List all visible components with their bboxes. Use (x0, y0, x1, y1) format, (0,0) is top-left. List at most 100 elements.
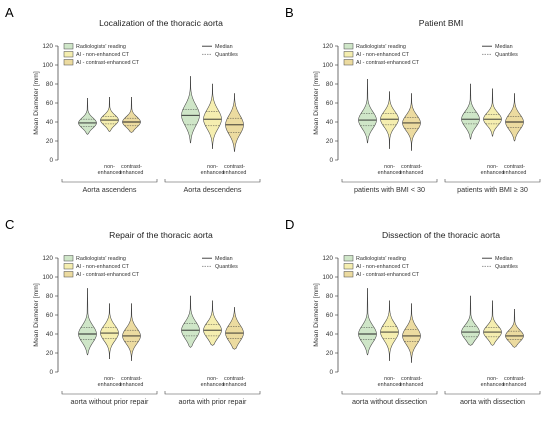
y-tick-label: 20 (326, 138, 334, 145)
legend-swatch (343, 59, 354, 66)
group-label: aorta with prior repair (179, 397, 248, 406)
group-label: aorta with dissection (460, 397, 525, 406)
group-bracket (164, 179, 261, 183)
sublabel-line: contrast- (401, 376, 422, 382)
sublabel-line: enhanced (223, 170, 247, 176)
y-tick-label: 80 (326, 81, 334, 88)
y-tick-label: 20 (326, 350, 334, 357)
group-bracket (61, 391, 158, 395)
y-tick-label: 120 (322, 255, 333, 262)
sublabel-line: enhanced (201, 382, 225, 388)
group-bracket (164, 391, 261, 395)
violin-body (181, 295, 200, 348)
y-tick-label: 20 (46, 138, 54, 145)
y-tick-label: 20 (46, 350, 54, 357)
sublabel-line: enhanced (400, 170, 424, 176)
violin-body (358, 78, 377, 144)
legend-label: Radiologists' reading (76, 44, 126, 50)
legend-line-label: Median (495, 44, 513, 50)
panel-letter: C (5, 217, 14, 232)
y-tick-label: 0 (329, 369, 333, 376)
violin-body (505, 93, 524, 142)
y-tick-label: 60 (326, 312, 334, 319)
violin-sublabel: contrast-enhanced (400, 164, 424, 176)
violin-sublabel: non-enhanced (98, 164, 122, 176)
legend-swatch (343, 255, 354, 262)
group-label: aorta without prior repair (71, 397, 150, 406)
violin-body (203, 300, 222, 346)
sublabel-line: contrast- (121, 376, 142, 382)
violin-body (78, 288, 97, 356)
panel-A: A Localization of the thoracic aorta 0 20 40… (5, 5, 261, 194)
violin-body (505, 309, 524, 348)
violin-sublabel: non-enhanced (98, 376, 122, 388)
violin-body (122, 97, 141, 133)
legend-swatch (343, 43, 354, 50)
y-tick-label: 40 (46, 119, 54, 126)
legend-line-label: Quantiles (215, 264, 238, 270)
legend-swatch (63, 263, 74, 270)
legend-label: AI - contrast-enhanced CT (76, 272, 140, 278)
y-tick-label: 0 (49, 369, 53, 376)
violin-sublabel: non-enhanced (378, 164, 402, 176)
violin-sublabel: non-enhanced (481, 164, 505, 176)
group-bracket (341, 391, 438, 395)
sublabel-line: non- (104, 164, 115, 170)
legend-label: AI - non-enhanced CT (76, 264, 130, 270)
group-label: aorta without dissection (352, 397, 427, 406)
violin-sublabel: contrast-enhanced (120, 376, 144, 388)
sublabel-line: contrast- (504, 164, 525, 170)
sublabel-line: enhanced (223, 382, 247, 388)
legend-line-label: Median (215, 256, 233, 262)
panel-title: Localization of the thoracic aorta (99, 18, 223, 28)
sublabel-line: non- (207, 376, 218, 382)
violin-body (483, 88, 502, 137)
y-tick-label: 100 (42, 62, 53, 69)
violin-body (483, 300, 502, 346)
panel-title: Dissection of the thoracic aorta (382, 230, 500, 240)
y-tick-label: 80 (46, 81, 54, 88)
y-axis-label: Mean Diameter [mm] (33, 71, 40, 135)
group-label: Aorta ascendens (83, 185, 137, 194)
violin-body (122, 303, 141, 361)
panel-C: C Repair of the thoracic aorta 0 20 40 60 80 10… (5, 217, 261, 406)
violin-body (225, 307, 244, 350)
violin-sublabel: contrast-enhanced (400, 376, 424, 388)
y-tick-label: 120 (42, 255, 53, 262)
group-bracket (444, 179, 541, 183)
legend-swatch (63, 51, 74, 58)
panel-title: Repair of the thoracic aorta (109, 230, 213, 240)
violin-sublabel: contrast-enhanced (223, 376, 247, 388)
sublabel-line: non- (207, 164, 218, 170)
panel-letter: A (5, 5, 14, 20)
sublabel-line: non- (384, 376, 395, 382)
legend-label: Radiologists' reading (356, 44, 406, 50)
y-tick-label: 40 (46, 331, 54, 338)
group-label: Aorta descendens (184, 185, 242, 194)
y-tick-label: 100 (322, 62, 333, 69)
violin-sublabel: contrast-enhanced (503, 376, 527, 388)
y-tick-label: 100 (322, 274, 333, 281)
legend-swatch (343, 271, 354, 278)
sublabel-line: enhanced (481, 170, 505, 176)
y-tick-label: 80 (326, 293, 334, 300)
violin-body (358, 288, 377, 356)
sublabel-line: enhanced (503, 170, 527, 176)
violin-sublabel: non-enhanced (201, 164, 225, 176)
legend-label: AI - non-enhanced CT (76, 52, 130, 58)
sublabel-line: enhanced (98, 382, 122, 388)
violin-body (461, 83, 480, 140)
legend-swatch (343, 51, 354, 58)
legend-line-label: Median (215, 44, 233, 50)
violin-body (402, 93, 421, 151)
sublabel-line: contrast- (401, 164, 422, 170)
group-bracket (444, 391, 541, 395)
sublabel-line: enhanced (120, 170, 144, 176)
y-tick-label: 40 (326, 331, 334, 338)
violin-body (203, 83, 222, 149)
group-label: patients with BMI ≥ 30 (457, 185, 528, 194)
y-tick-label: 60 (46, 100, 54, 107)
violin-body (402, 303, 421, 363)
violin-sublabel: contrast-enhanced (503, 164, 527, 176)
